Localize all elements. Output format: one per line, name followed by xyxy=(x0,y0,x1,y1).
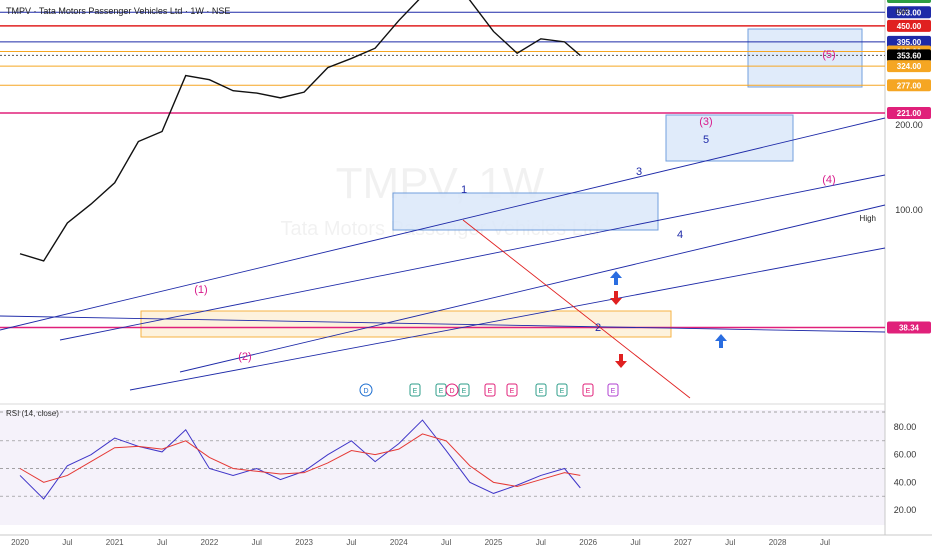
time-axis-tick: 2022 xyxy=(201,538,219,547)
time-axis-tick: Jul xyxy=(346,538,356,547)
time-axis-tick: Jul xyxy=(252,538,262,547)
price-chart[interactable]: TMPV, 1WTata Motors Passenger Vehicles L… xyxy=(0,0,932,550)
time-axis-tick: 2020 xyxy=(11,538,29,547)
event-marker-label: E xyxy=(560,388,565,395)
event-marker-label: E xyxy=(510,388,515,395)
zone-wave-1[interactable] xyxy=(393,193,658,230)
rsi-axis-tick: 20.00 xyxy=(894,505,917,515)
wave-label: (1) xyxy=(194,284,207,296)
wave-label: 4 xyxy=(677,229,683,241)
rsi-axis-tick: 60.00 xyxy=(894,450,917,460)
time-axis-tick: 2024 xyxy=(390,538,408,547)
wave-label: (5) xyxy=(822,49,835,61)
time-axis-tick: 2027 xyxy=(674,538,692,547)
wave-label: (3) xyxy=(699,116,712,128)
rsi-axis-tick: 40.00 xyxy=(894,477,917,487)
time-axis-tick: 2021 xyxy=(106,538,124,547)
event-marker-label: E xyxy=(462,388,467,395)
price-tag-label: 277.00 xyxy=(897,81,922,90)
event-marker-label: E xyxy=(413,388,418,395)
time-axis-tick: Jul xyxy=(725,538,735,547)
time-axis-tick: Jul xyxy=(536,538,546,547)
wave-label: (2) xyxy=(238,351,251,363)
high-label: High xyxy=(860,214,876,223)
rsi-pane-background xyxy=(0,410,885,525)
time-axis-tick: Jul xyxy=(441,538,451,547)
price-axis-tick: 200.00 xyxy=(895,120,923,130)
chart-title: TMPV · Tata Motors Passenger Vehicles Lt… xyxy=(6,6,230,16)
event-marker-label: E xyxy=(539,388,544,395)
price-tag-label: 38.34 xyxy=(899,323,920,332)
wave-label: (4) xyxy=(822,174,835,186)
wave-label: 2 xyxy=(595,322,601,334)
price-tag-label: 450.00 xyxy=(897,22,922,31)
event-marker-label: E xyxy=(611,388,616,395)
currency-label: INR xyxy=(895,7,909,16)
wave-label: 5 xyxy=(703,134,709,146)
price-tag-label: 324.00 xyxy=(897,62,922,71)
rsi-axis-tick: 80.00 xyxy=(894,422,917,432)
time-axis-tick: Jul xyxy=(820,538,830,547)
time-axis-tick: Jul xyxy=(157,538,167,547)
price-tag-label: 353.60 xyxy=(897,51,922,60)
event-marker-label: E xyxy=(439,388,444,395)
wave-label: 3 xyxy=(636,166,642,178)
time-axis-tick: 2023 xyxy=(295,538,313,547)
price-tag-label: 570.00 xyxy=(897,0,922,2)
time-axis-tick: 2028 xyxy=(769,538,787,547)
zone-wave-5[interactable] xyxy=(748,29,862,87)
event-marker-label: D xyxy=(449,388,454,395)
time-axis-tick: Jul xyxy=(630,538,640,547)
price-axis-tick: 100.00 xyxy=(895,205,923,215)
time-axis-tick: 2025 xyxy=(485,538,503,547)
wave-label: 1 xyxy=(461,184,467,196)
zone-support[interactable] xyxy=(141,311,671,337)
event-marker-label: E xyxy=(586,388,591,395)
price-tag-label: 221.00 xyxy=(897,109,922,118)
time-axis-tick: Jul xyxy=(62,538,72,547)
event-marker-label: E xyxy=(488,388,493,395)
price-tag-label: 395.00 xyxy=(897,38,922,47)
event-marker-label: D xyxy=(363,388,368,395)
zone-wave-3[interactable] xyxy=(666,115,793,161)
rsi-title: RSI (14, close) xyxy=(6,409,59,418)
time-axis-tick: 2026 xyxy=(579,538,597,547)
